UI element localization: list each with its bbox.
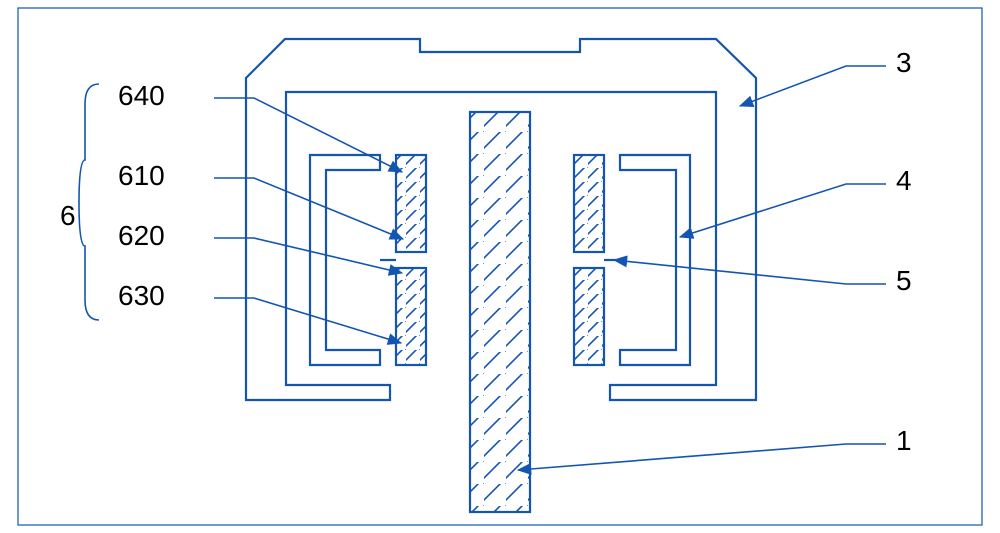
label-5: 5: [896, 265, 912, 296]
label-620: 620: [118, 220, 165, 251]
brace-6: [79, 84, 99, 320]
label-6: 6: [60, 200, 76, 231]
label-1: 1: [896, 425, 912, 456]
leader-610: [214, 178, 403, 239]
diagram-canvas: 640 610 620 630 6 3 4 5 1: [0, 0, 1000, 533]
label-610: 610: [118, 160, 165, 191]
leader-630: [214, 298, 401, 343]
label-4: 4: [896, 165, 912, 196]
bracket-right: [620, 155, 690, 365]
leader-640: [214, 98, 402, 172]
coil-right-upper: [574, 155, 604, 252]
leader-4: [680, 184, 886, 237]
leader-620: [214, 238, 402, 273]
leader-5: [614, 260, 886, 284]
leader-3: [740, 66, 886, 106]
label-630: 630: [118, 280, 165, 311]
coil-right-lower: [574, 268, 604, 365]
leader-1: [518, 444, 886, 470]
label-3: 3: [896, 47, 912, 78]
shaft: [470, 112, 530, 512]
label-640: 640: [118, 80, 165, 111]
coil-left-lower: [396, 268, 426, 365]
